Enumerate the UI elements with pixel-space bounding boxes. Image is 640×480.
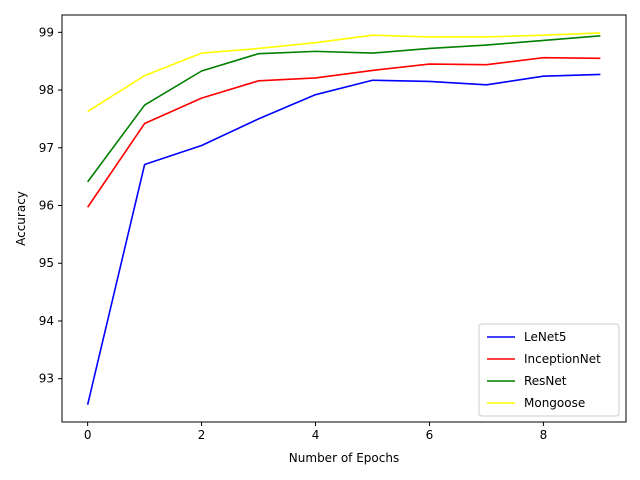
y-tick-label: 94 xyxy=(39,314,54,328)
x-tick-label: 4 xyxy=(312,428,320,442)
plot-frame xyxy=(61,14,627,423)
legend: LeNet5 InceptionNet ResNet Mongoose xyxy=(478,323,620,417)
x-tick-label: 6 xyxy=(426,428,434,442)
legend-label: InceptionNet xyxy=(524,352,601,366)
series-line-inceptionnet xyxy=(86,56,601,208)
y-axis-label: Accuracy xyxy=(14,191,28,246)
legend-box xyxy=(478,323,620,417)
series-line-lenet5 xyxy=(86,73,601,405)
y-axis-ticks: 93 94 95 96 97 98 99 xyxy=(39,25,62,386)
x-tick-label: 0 xyxy=(84,428,92,442)
x-axis-label: Number of Epochs xyxy=(289,451,399,465)
y-tick-label: 93 xyxy=(39,372,54,386)
plot-lines xyxy=(86,32,601,405)
legend-label: ResNet xyxy=(524,374,567,388)
y-tick-label: 96 xyxy=(39,199,54,213)
y-tick-label: 97 xyxy=(39,141,54,155)
y-tick-label: 98 xyxy=(39,83,54,97)
legend-label: LeNet5 xyxy=(524,330,567,344)
series-line-mongoose xyxy=(87,32,601,113)
x-tick-label: 2 xyxy=(198,428,206,442)
legend-label: Mongoose xyxy=(524,396,585,410)
y-tick-label: 95 xyxy=(39,256,54,270)
x-axis-ticks: 0 2 4 6 8 xyxy=(84,422,547,442)
y-tick-label: 99 xyxy=(39,25,54,39)
series-line-resnet xyxy=(86,34,601,183)
x-tick-label: 8 xyxy=(540,428,548,442)
